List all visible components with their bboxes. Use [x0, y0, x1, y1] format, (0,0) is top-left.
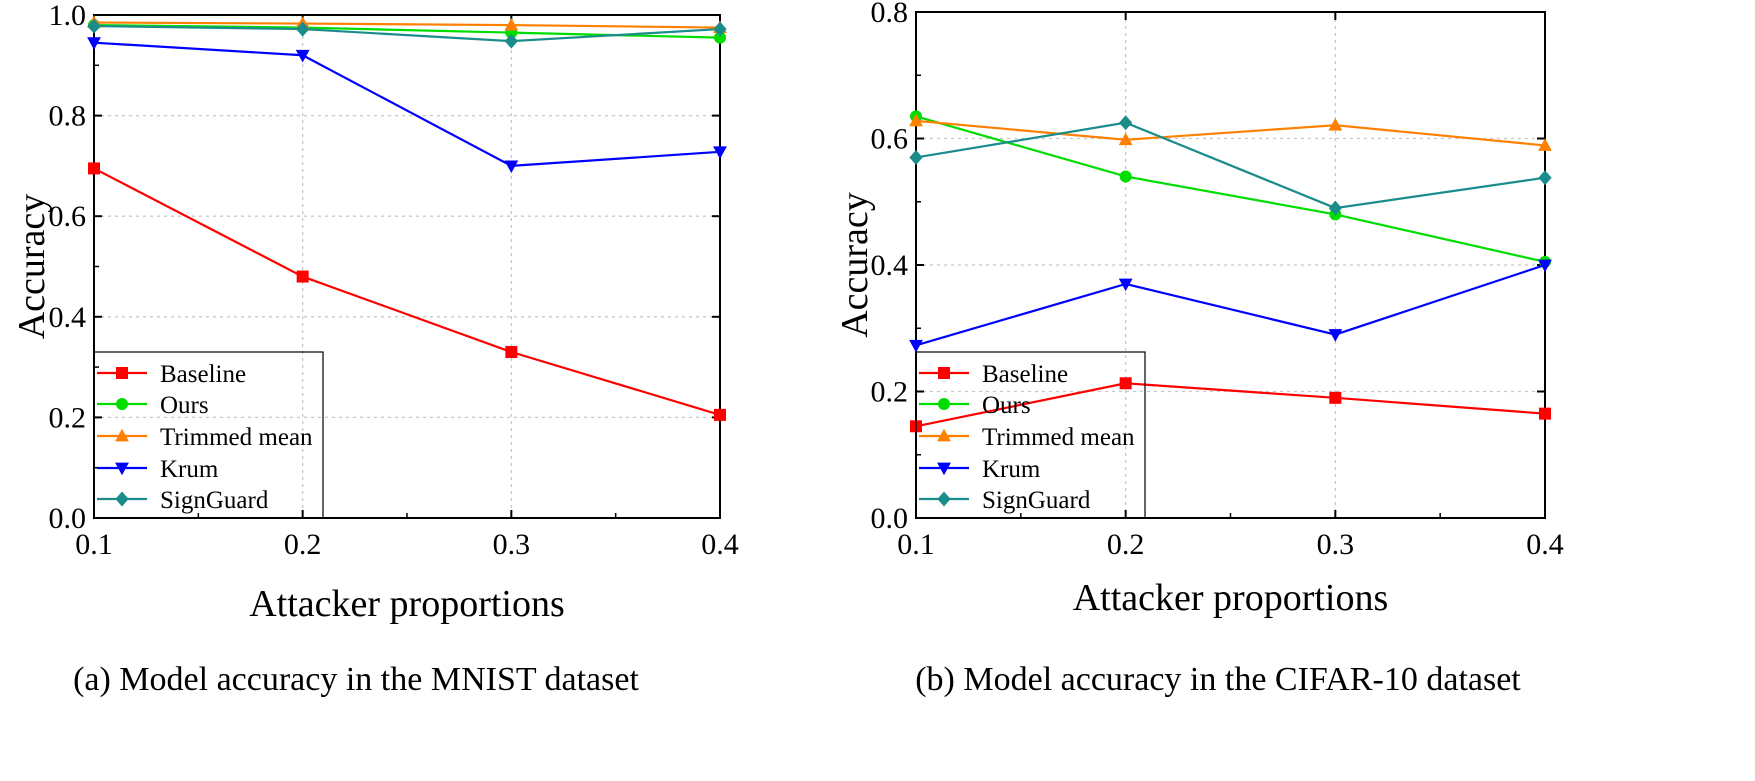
chart-panel-2: 0.0 0.2 0.4 0.6 0.8 0.1 0.2 0.3 0.4 Attacker prop… — [834, 0, 1564, 698]
y-axis-title: Accuracy — [834, 192, 876, 338]
data-point-signguard-2 — [1328, 200, 1342, 216]
data-point-krum-1 — [295, 49, 310, 63]
data-point-ours-3 — [714, 31, 726, 44]
data-point-trimmed-mean-0 — [909, 113, 923, 127]
y-tick-label-2: 0.4 — [49, 301, 87, 334]
legend-label-signguard: SignGuard — [982, 487, 1091, 514]
x-tick-label-0: 0.1 — [75, 528, 113, 561]
data-point-signguard-1 — [1119, 115, 1133, 131]
y-tick-label-1: 0.2 — [871, 376, 909, 409]
legend-label-baseline: Baseline — [982, 361, 1068, 388]
x-tick-label-2: 0.3 — [1317, 528, 1355, 561]
series-line-trimmed-mean — [915, 119, 1546, 147]
data-point-baseline-0 — [88, 162, 100, 175]
y-tick-label-3: 0.6 — [49, 200, 87, 233]
data-point-trimmed-mean-3 — [1538, 138, 1552, 151]
data-point-trimmed-mean-2 — [504, 17, 519, 31]
legend-marker-krum — [115, 462, 129, 476]
legend-label-krum: Krum — [160, 456, 219, 483]
chart-panel-1: 0.0 0.2 0.4 0.6 0.8 1.0 0.1 0.2 0.3 0.4 Attacker p… — [11, 0, 739, 698]
data-point-krum-3 — [713, 146, 727, 160]
y-tick-label-2: 0.4 — [871, 249, 909, 282]
legend-marker-ours — [938, 398, 950, 410]
legend-marker-ours — [116, 398, 128, 410]
legend-box — [93, 351, 324, 519]
data-point-signguard-1 — [296, 21, 310, 37]
data-point-krum-1 — [1118, 278, 1133, 292]
legend-box — [915, 351, 1146, 519]
legend-marker-trimmed-mean — [115, 428, 129, 442]
x-tick-label-1: 0.2 — [1107, 528, 1145, 561]
data-point-signguard-3 — [1538, 170, 1552, 186]
data-point-signguard-0 — [87, 18, 101, 34]
data-point-baseline-1 — [1119, 377, 1132, 390]
data-point-ours-1 — [1119, 170, 1132, 183]
data-point-baseline-2 — [505, 346, 518, 359]
x-tick-label-1: 0.2 — [284, 528, 322, 561]
series-line-trimmed-mean — [93, 21, 721, 29]
legend-marker-signguard — [937, 491, 951, 507]
legend-label-trimmed-mean: Trimmed mean — [982, 424, 1135, 451]
data-point-signguard-2 — [504, 33, 518, 49]
y-tick-label-1: 0.2 — [49, 401, 87, 434]
legend: Baseline Ours Trimmed mean Krum SignGuard — [915, 351, 1146, 519]
data-point-baseline-3 — [1539, 407, 1551, 420]
legend-label-signguard: SignGuard — [160, 487, 269, 514]
y-tick-label-4: 0.8 — [871, 0, 909, 29]
legend-label-ours: Ours — [160, 392, 209, 419]
series-line-krum — [915, 263, 1546, 347]
legend-label-trimmed-mean: Trimmed mean — [160, 424, 313, 451]
series-line-baseline — [915, 382, 1546, 428]
series-line-signguard — [93, 24, 721, 43]
x-axis-title: Attacker proportions — [1073, 577, 1389, 619]
data-point-baseline-1 — [296, 270, 309, 283]
data-point-krum-2 — [1328, 329, 1343, 342]
data-point-trimmed-mean-2 — [1328, 118, 1343, 131]
legend: Baseline Ours Trimmed mean Krum SignGuard — [93, 351, 324, 519]
series-line-ours — [915, 115, 1546, 263]
legend-label-ours: Ours — [982, 392, 1031, 419]
x-tick-label-3: 0.4 — [701, 528, 739, 561]
y-tick-label-4: 0.8 — [49, 100, 87, 133]
data-point-krum-2 — [504, 160, 519, 174]
series-line-krum — [93, 41, 721, 168]
series-line-baseline — [93, 167, 721, 416]
y-tick-label-5: 1.0 — [49, 0, 87, 32]
figure-caption: (a) Model accuracy in the MNIST dataset — [73, 661, 639, 698]
data-point-baseline-2 — [1329, 391, 1342, 404]
data-point-krum-0 — [909, 339, 923, 353]
legend-marker-krum — [937, 462, 951, 476]
data-point-signguard-0 — [909, 149, 923, 165]
data-point-krum-3 — [1538, 259, 1552, 273]
x-tick-label-3: 0.4 — [1526, 528, 1564, 561]
legend-marker-signguard — [115, 491, 129, 507]
data-point-krum-0 — [87, 37, 101, 50]
y-axis-title: Accuracy — [11, 194, 53, 340]
legend-marker-trimmed-mean — [937, 428, 951, 442]
y-tick-label-0: 0.0 — [871, 502, 909, 535]
legend-marker-baseline — [116, 367, 128, 379]
y-tick-label-0: 0.0 — [49, 502, 87, 535]
data-point-baseline-3 — [714, 408, 726, 421]
figure-caption: (b) Model accuracy in the CIFAR-10 datas… — [915, 661, 1521, 698]
series-line-signguard — [915, 121, 1546, 210]
legend-marker-baseline — [938, 367, 950, 379]
x-tick-label-0: 0.1 — [897, 528, 935, 561]
x-axis-title: Attacker proportions — [249, 583, 565, 625]
legend-label-krum: Krum — [982, 456, 1041, 483]
legend-label-baseline: Baseline — [160, 361, 246, 388]
x-tick-label-2: 0.3 — [493, 528, 531, 561]
y-tick-label-3: 0.6 — [871, 123, 909, 156]
data-point-trimmed-mean-1 — [1118, 132, 1133, 146]
data-point-signguard-3 — [713, 21, 727, 37]
